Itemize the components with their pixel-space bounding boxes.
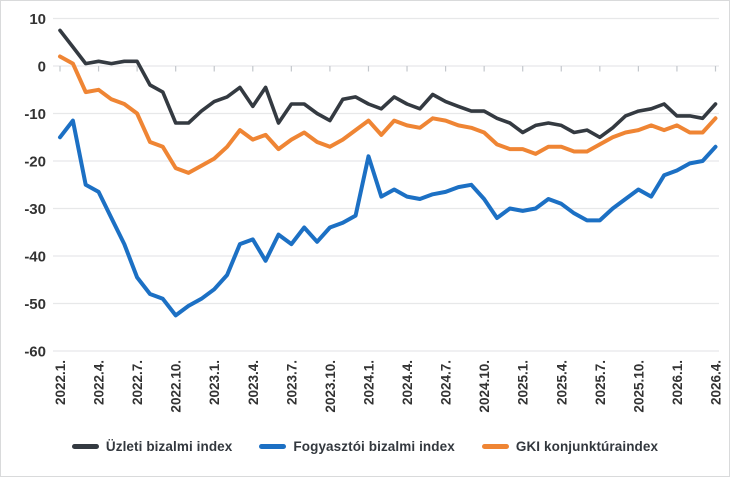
y-tick-label: -10 <box>24 106 46 123</box>
x-tick-label: 2022.10. <box>169 360 184 413</box>
x-tick-label: 2025.1. <box>516 360 531 405</box>
x-tick-label: 2025.4. <box>554 360 569 405</box>
x-tick-label: 2022.7. <box>130 360 145 405</box>
legend-label-gki: GKI konjunktúraindex <box>515 439 659 454</box>
legend-item-gki[interactable]: GKI konjunktúraindex <box>481 439 659 454</box>
legend-label-fogyasztoi: Fogyasztói bizalmi index <box>293 439 455 454</box>
x-axis-labels: 2022.1. 2022.4. 2022.7. 2022.10. 2023.1. 2023… <box>53 360 724 413</box>
x-tick-label: 2023.4. <box>246 360 261 405</box>
gridlines <box>53 17 719 352</box>
x-tick-label: 2026.4. <box>709 360 724 405</box>
x-tick-label: 2024.7. <box>439 360 454 405</box>
legend-label-uzleti: Üzleti bizalmi index <box>105 439 233 454</box>
x-tick-label: 2023.10. <box>323 360 338 413</box>
series-line-2 <box>58 54 718 175</box>
series-line-1 <box>58 118 718 318</box>
x-tick-label: 2023.1. <box>207 360 222 405</box>
x-tick-label: 2024.1. <box>361 360 376 405</box>
legend-item-fogyasztoi[interactable]: Fogyasztói bizalmi index <box>259 439 455 454</box>
x-tick-label: 2025.7. <box>593 360 608 405</box>
y-tick-label: -60 <box>24 344 46 361</box>
y-tick-label: -30 <box>24 201 46 218</box>
legend-item-uzleti[interactable]: Üzleti bizalmi index <box>71 439 233 454</box>
x-tick-label: 2022.4. <box>92 360 107 405</box>
y-tick-label: 0 <box>38 59 46 76</box>
x-tick-label: 2024.4. <box>400 360 415 405</box>
y-tick-label: -50 <box>24 296 46 313</box>
y-tick-label: -20 <box>24 154 46 171</box>
x-tick-label: 2026.1. <box>670 360 685 405</box>
x-axis-ticks <box>59 66 717 72</box>
x-tick-label: 2025.10. <box>631 360 646 413</box>
chart-legend: Üzleti bizalmi index Fogyasztói bizalmi … <box>1 439 729 454</box>
series-line-0 <box>58 28 718 140</box>
gki-line-swatch <box>481 444 509 449</box>
y-tick-label: 10 <box>29 11 46 28</box>
x-tick-label: 2023.7. <box>284 360 299 405</box>
x-tick-label: 2022.1. <box>53 360 68 405</box>
y-axis-labels: 10 0 -10 -20 -30 -40 -50 -60 <box>24 11 46 361</box>
fogyasztoi-line-swatch <box>259 444 287 449</box>
uzleti-line-swatch <box>71 444 99 449</box>
x-tick-label: 2024.10. <box>477 360 492 413</box>
y-tick-label: -40 <box>24 249 46 266</box>
